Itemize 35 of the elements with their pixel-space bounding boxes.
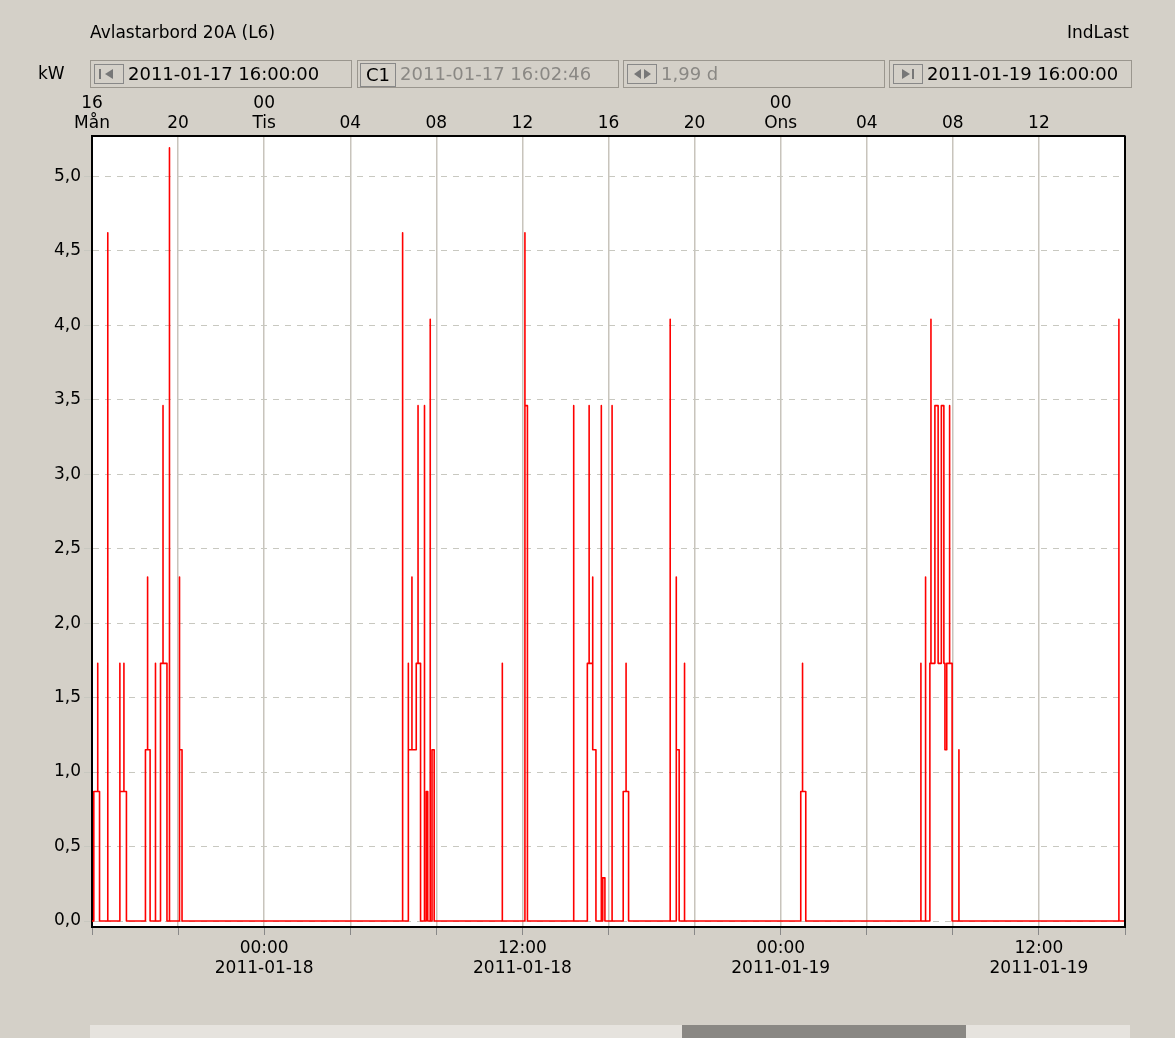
x2-tick-label: 20: [683, 112, 706, 133]
text: 2011-01-17 16:02:46: [400, 63, 592, 84]
y-tick-label: 3,5: [53, 388, 81, 409]
y-tick-label: 1,0: [53, 760, 81, 781]
y-tick-label: 2,0: [53, 611, 81, 632]
x2-tick-label: 20: [167, 112, 189, 133]
y-tick-label: 0,0: [53, 909, 81, 930]
chart-title: Avlastarbord 20A (L6): [90, 22, 276, 42]
x2-tick-label: 16 Mån: [74, 91, 110, 133]
y-tick-label: 4,0: [53, 313, 81, 334]
x-tick-label: 12:00 2011-01-19: [989, 936, 1089, 978]
text: 2011-01-17 16:00:00: [128, 63, 320, 84]
y-tick-label: 1,5: [53, 686, 81, 707]
y-tick-label: 4,5: [53, 239, 81, 260]
x2-tick-label: 04: [339, 112, 362, 133]
y-tick-label: 0,5: [53, 834, 81, 855]
x2-tick-label: 04: [855, 112, 878, 133]
y-tick-label: 5,0: [53, 164, 81, 185]
x2-tick-label: 12: [1028, 112, 1050, 133]
x2-tick-label: 16: [597, 112, 620, 133]
text: IndLast: [1067, 22, 1129, 42]
x2-tick-label: 00 Tis: [251, 91, 277, 133]
x2-tick-label: 08: [425, 112, 448, 133]
x2-tick-label: 12: [511, 112, 534, 133]
text: 2011-01-19 16:00:00: [927, 63, 1119, 84]
x-tick-label: 00:00 2011-01-19: [731, 936, 831, 978]
text: C1: [360, 63, 397, 87]
y-tick-label: 2,5: [53, 537, 81, 558]
y-axis-title: kW: [38, 63, 65, 83]
y-tick-label: 3,0: [53, 462, 81, 483]
x2-tick-label: 00 Ons: [764, 91, 798, 133]
text: 1,99 d: [661, 63, 719, 84]
x-tick-label: 00:00 2011-01-18: [214, 936, 314, 978]
x2-tick-label: 08: [942, 112, 964, 133]
x-tick-label: 12:00 2011-01-18: [473, 936, 572, 978]
